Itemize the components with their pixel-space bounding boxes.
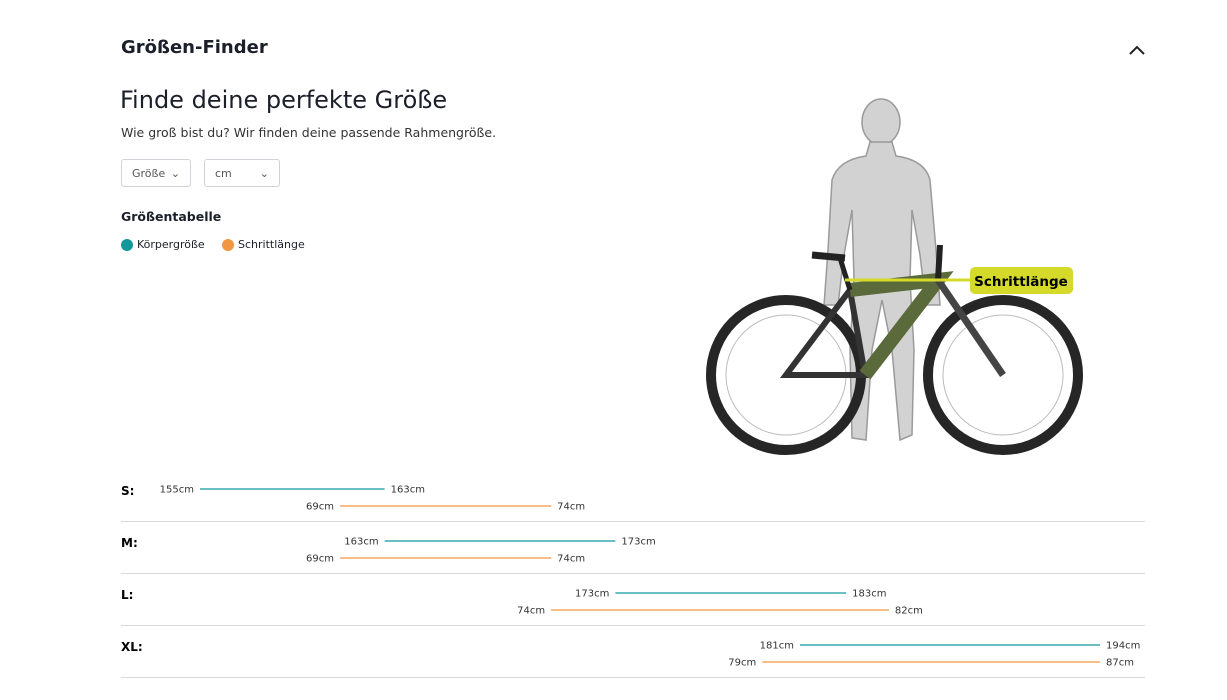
legend-label: Körpergröße — [137, 238, 205, 251]
range-max-label: 163cm — [391, 485, 425, 496]
chevron: ⌄ — [170, 166, 180, 180]
range-max-label: 183cm — [852, 589, 886, 600]
heading: Finde deine perfekte Größe — [120, 86, 448, 114]
legend-item: Schrittlänge — [222, 238, 305, 251]
size-table: S: 155cm 163cm 69cm 74cm M: 163cm 173cm 69cm 74cm… — [121, 484, 1145, 678]
range-max-label: 74cm — [557, 554, 585, 565]
range-min-label: 74cm — [517, 606, 545, 617]
legend-dot — [222, 238, 234, 251]
range-min-label: 155cm — [160, 485, 194, 496]
select-label: Größe — [132, 166, 166, 180]
legend-item: Körpergröße — [121, 238, 205, 251]
legend-dot — [121, 238, 133, 251]
range-max-label: 173cm — [621, 537, 655, 548]
size-label: L: — [121, 588, 133, 602]
label-box — [970, 267, 1073, 294]
unit-select[interactable]: cm ⌄ — [204, 159, 280, 187]
range-max-label: 82cm — [895, 606, 923, 617]
size-select[interactable]: Größe ⌄ — [121, 159, 191, 187]
size-label: XL: — [121, 640, 143, 654]
range-min-label: 173cm — [575, 589, 609, 600]
range-max-label: 87cm — [1106, 658, 1134, 669]
intro-text: Wie groß bist du? Wir finden deine passe… — [121, 125, 497, 140]
range-min-label: 163cm — [344, 537, 378, 548]
range-max-label: 74cm — [557, 502, 585, 513]
range-min-label: 79cm — [728, 658, 756, 669]
select-label: cm — [215, 166, 232, 180]
table-title: Größentabelle — [121, 209, 222, 224]
chevron: ⌄ — [259, 166, 269, 180]
illustration: Schrittlänge — [706, 98, 1083, 455]
size-label: S: — [121, 484, 134, 498]
section-title: Größen-Finder — [121, 37, 268, 58]
range-max-label: 194cm — [1106, 641, 1140, 652]
collapse-toggle[interactable] — [1127, 42, 1147, 58]
range-min-label: 181cm — [760, 641, 794, 652]
range-min-label: 69cm — [306, 502, 334, 513]
legend-label: Schrittlänge — [238, 238, 305, 251]
illustration-label: Schrittlänge — [974, 274, 1068, 290]
size-label: M: — [121, 536, 138, 550]
range-min-label: 69cm — [306, 554, 334, 565]
